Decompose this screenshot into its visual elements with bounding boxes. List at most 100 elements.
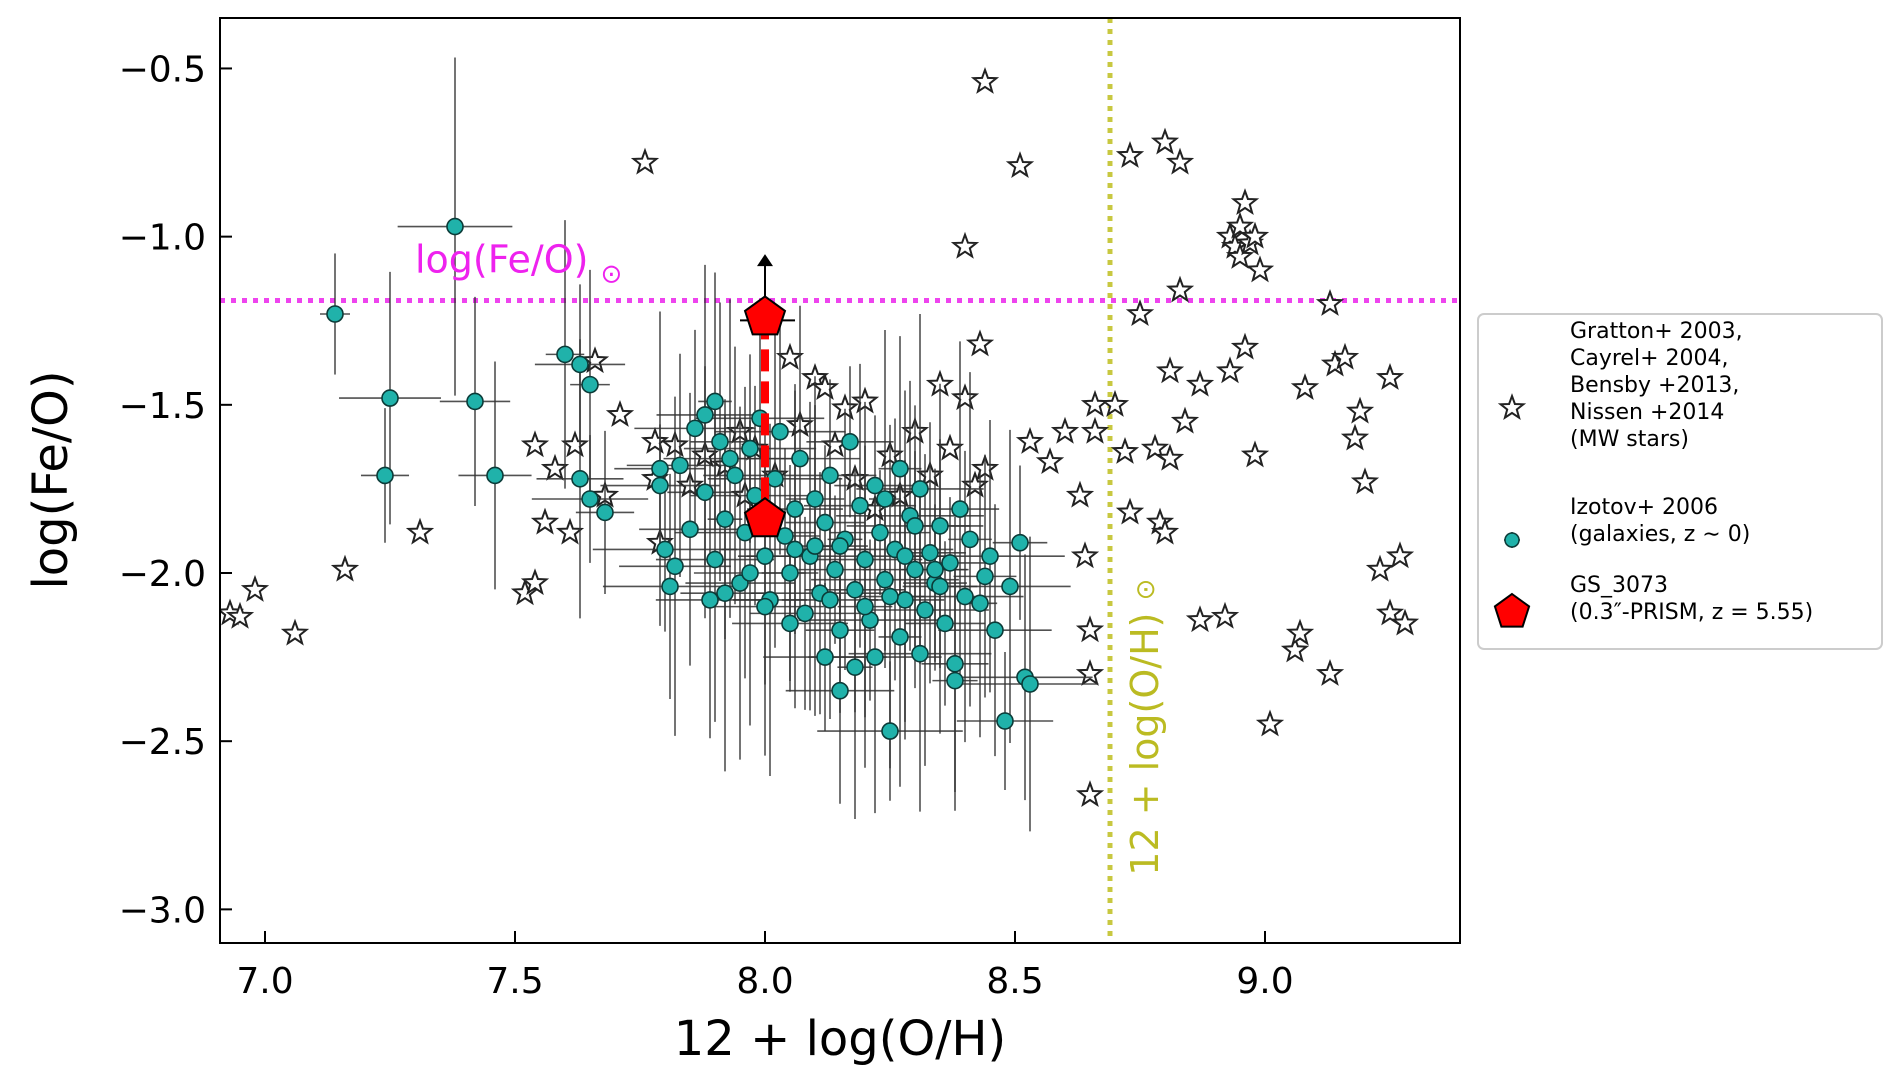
legend-label-gs3073: (0.3″-PRISM, z = 5.55): [1570, 600, 1813, 625]
plot-area: log(Fe/O) ⊙ 12 + log(O/H) ⊙: [220, 18, 1460, 943]
galaxy-point: [681, 520, 699, 539]
galaxy-point: [906, 517, 924, 535]
galaxy-point: [946, 655, 964, 673]
galaxy-point: [891, 459, 909, 478]
mw-star-point: [810, 373, 840, 401]
galaxy-point: [956, 587, 974, 606]
galaxy-point: [581, 375, 599, 394]
galaxy-point: [841, 433, 859, 451]
galaxy-point: [856, 550, 874, 569]
mw-star-point: [630, 147, 660, 175]
galaxy-point: [766, 470, 784, 488]
galaxy-point: [816, 648, 834, 666]
legend: Gratton+ 2003,Cayrel+ 2004,Bensby +2013,…: [1477, 313, 1883, 650]
legend-label-galaxies: Izotov+ 2006: [1570, 495, 1718, 520]
legend-label-galaxies: (galaxies, z ∼ 0): [1570, 522, 1750, 547]
galaxy-point: [666, 557, 684, 576]
mw-star-point: [960, 470, 990, 498]
galaxy-point: [936, 614, 954, 633]
solar-symbol: ⊙: [601, 260, 623, 290]
galaxy-point: [486, 466, 504, 485]
galaxy-point: [831, 537, 849, 555]
galaxy-point: [896, 591, 914, 609]
mw-star-point: [1155, 356, 1185, 384]
x-tick-label: 9.0: [1236, 961, 1293, 1002]
galaxy-point: [756, 597, 774, 616]
galaxy-point: [831, 621, 849, 639]
mw-star-point: [1065, 480, 1095, 508]
gs3073-point-lower: [743, 496, 787, 538]
mw-star-point: [1315, 288, 1345, 316]
mw-star-point: [1225, 211, 1255, 239]
galaxy-point: [376, 466, 394, 485]
y-tick-label: −1.5: [119, 386, 206, 427]
galaxy-point: [941, 554, 959, 572]
mw-star-point: [1385, 541, 1415, 569]
mw-star-point: [1290, 373, 1320, 401]
mw-star-point: [225, 601, 255, 629]
mw-star-point: [965, 329, 995, 357]
y-tick-label: −0.5: [119, 49, 206, 90]
galaxy-point: [846, 581, 864, 599]
galaxy-point: [781, 614, 799, 633]
galaxy-point: [1021, 675, 1039, 693]
legend-label-gs3073: GS_3073: [1570, 573, 1668, 598]
galaxy-point: [826, 560, 844, 579]
mw-star-point: [1350, 467, 1380, 495]
mw-star-point: [1075, 780, 1105, 808]
galaxy-point: [571, 470, 589, 488]
galaxy-point: [891, 628, 909, 646]
legend-frame: [1477, 313, 1883, 650]
galaxy-point: [871, 523, 889, 542]
galaxy-point: [381, 389, 399, 407]
x-tick-label: 8.0: [736, 961, 793, 1002]
galaxy-point: [931, 517, 949, 535]
mw-star-point: [330, 554, 360, 582]
mw-star-point: [775, 342, 805, 370]
galaxy-point: [326, 305, 344, 323]
mw-star-point: [520, 430, 550, 458]
galaxy-point: [706, 550, 724, 569]
mw-star-point: [1140, 433, 1170, 461]
mw-star-point: [1365, 554, 1395, 582]
y-tick-label: −3.0: [119, 890, 206, 931]
galaxy-point: [706, 392, 724, 411]
mw-star-point: [1005, 151, 1035, 179]
legend-label-mw-stars: Bensby +2013,: [1570, 373, 1739, 398]
galaxy-point: [921, 544, 939, 562]
galaxy-point: [866, 648, 884, 666]
mw-star-point: [530, 507, 560, 535]
x-axis-ticks: 7.0 7.5 8.0 8.5 9.0: [236, 931, 1294, 1002]
galaxy-point: [911, 644, 929, 663]
mw-star-point: [1165, 147, 1195, 175]
galaxy-point: [881, 587, 899, 606]
galaxy-point: [596, 503, 614, 522]
solar-symbol: ⊙: [1131, 579, 1161, 601]
legend-label-mw-stars: Gratton+ 2003,: [1570, 319, 1743, 344]
galaxy-point: [466, 392, 484, 411]
mw-star-point: [950, 231, 980, 259]
galaxy-point: [961, 530, 979, 549]
series-gs3073: [740, 254, 795, 538]
galaxy-point: [971, 594, 989, 613]
mw-star-point: [1015, 426, 1045, 454]
galaxy-point: [781, 564, 799, 582]
galaxy-point: [696, 483, 714, 502]
mw-star-point: [1150, 517, 1180, 545]
legend-marker-galaxy: [1504, 532, 1520, 548]
mw-star-point: [520, 568, 550, 596]
galaxy-point: [876, 490, 894, 508]
y-axis-ticks: −0.5 −1.0 −1.5 −2.0 −2.5 −3.0: [119, 49, 232, 931]
legend-marker-star: [1497, 393, 1527, 421]
galaxy-point: [726, 466, 744, 485]
galaxy-point: [846, 658, 864, 676]
galaxy-point: [981, 547, 999, 565]
legend-marker-gs3073: [1493, 592, 1531, 628]
mw-star-point: [1155, 443, 1185, 471]
galaxy-point: [796, 604, 814, 623]
mw-star-point: [1390, 608, 1420, 636]
galaxy-point: [881, 722, 899, 740]
mw-star-point: [1050, 416, 1080, 444]
reference-labels: log(Fe/O) ⊙ 12 + log(O/H) ⊙: [415, 238, 1167, 876]
mw-star-point: [580, 346, 610, 374]
